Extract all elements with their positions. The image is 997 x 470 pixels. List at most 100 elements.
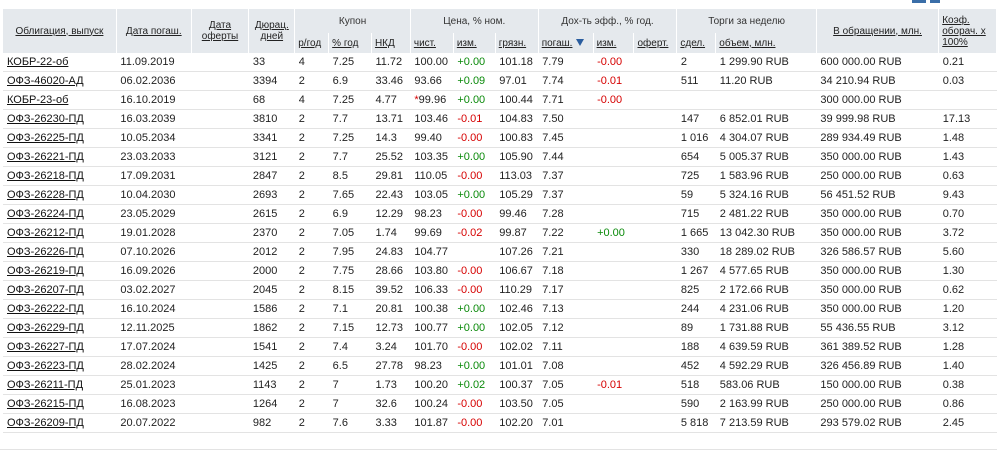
offer-date	[191, 337, 249, 357]
bond-link[interactable]: ОФЗ-26225-ПД	[7, 132, 84, 144]
bond-name-link[interactable]: ОФЗ-26212-ПД	[3, 223, 117, 243]
bond-name-link[interactable]: ОФЗ-26209-ПД	[3, 413, 117, 433]
bond-link[interactable]: ОФЗ-26207-ПД	[7, 284, 84, 296]
sort-link-yield-offer[interactable]: оферт.	[637, 37, 669, 49]
turnover-coef: 0.70	[938, 204, 997, 224]
bond-name-link[interactable]: ОФЗ-26230-ПД	[3, 109, 117, 129]
sort-link-clean-price[interactable]: чист.	[413, 37, 436, 49]
bond-link[interactable]: ОФЗ-26212-ПД	[7, 227, 84, 239]
bond-link[interactable]: ОФЗ-26229-ПД	[7, 322, 84, 334]
maturity-date: 10.04.2030	[116, 185, 192, 205]
bond-link[interactable]: ОФЗ-26230-ПД	[7, 113, 84, 125]
duration-days: 2693	[248, 185, 295, 205]
clean-price-value: 99.96	[418, 94, 447, 106]
bond-name-link[interactable]: КОБР-22-об	[3, 53, 117, 72]
col-header-offer-date[interactable]: Дата оферты	[191, 9, 250, 53]
yield-change: -0.00	[593, 90, 634, 110]
sort-link-yield-maturity[interactable]: погаш.	[541, 37, 573, 49]
col-header-bond[interactable]: Облигация, выпуск	[3, 9, 117, 53]
sort-link-turnover[interactable]: Коэф. оборач. x 100%	[942, 14, 986, 48]
col-header-deals[interactable]: сдел.	[676, 33, 717, 53]
table-row: ОФЗ-26221-ПД 23.03.2033 3121 2 7.7 25.52 103.3…	[3, 147, 997, 167]
bond-name-link[interactable]: ОФЗ-26228-ПД	[3, 185, 117, 205]
col-header-nkd[interactable]: НКД	[371, 33, 411, 53]
offer-date	[191, 394, 249, 414]
bond-name-link[interactable]: ОФЗ-26227-ПД	[3, 337, 117, 357]
bond-link[interactable]: ОФЗ-26219-ПД	[7, 265, 84, 277]
col-header-volume[interactable]: объем, млн.	[715, 33, 817, 53]
bond-name-link[interactable]: ОФЗ-26207-ПД	[3, 280, 117, 300]
sort-link-maturity[interactable]: Дата погаш.	[125, 25, 182, 37]
bond-link[interactable]: ОФЗ-26226-ПД	[7, 246, 84, 258]
nkd-value: 11.72	[371, 53, 411, 72]
duration-days: 3394	[248, 71, 295, 91]
bond-name-link[interactable]: ОФЗ-26224-ПД	[3, 204, 117, 224]
bond-link[interactable]: ОФЗ-26215-ПД	[7, 398, 84, 410]
sort-link-deals[interactable]: сдел.	[680, 37, 706, 49]
bond-link[interactable]: КОБР-22-об	[7, 56, 69, 68]
col-header-yield-offer[interactable]: оферт.	[633, 33, 678, 53]
col-header-price-change[interactable]: изм.	[453, 33, 496, 53]
maturity-date: 20.07.2022	[116, 413, 192, 433]
sort-link-offer-date[interactable]: Дата оферты	[201, 20, 239, 42]
outstanding-value: 350 000.00 RUB	[816, 223, 939, 243]
sort-link-volume[interactable]: объем, млн.	[719, 37, 776, 49]
col-header-dirty-price[interactable]: грязн.	[495, 33, 539, 53]
bond-name-link[interactable]: ОФЗ-26222-ПД	[3, 299, 117, 319]
bond-link[interactable]: КОБР-23-об	[7, 94, 69, 106]
nkd-value: 13.71	[371, 109, 411, 129]
bond-name-link[interactable]: ОФЗ-26211-ПД	[3, 375, 117, 395]
bond-link[interactable]: ОФЗ-26228-ПД	[7, 189, 84, 201]
deals-count: 715	[676, 204, 716, 224]
coupon-freq: 2	[294, 109, 329, 129]
bond-name-link[interactable]: ОФЗ-46020-АД	[3, 71, 117, 91]
sort-link-duration[interactable]: Дюрац. дней	[254, 20, 289, 42]
col-header-turnover[interactable]: Коэф. оборач. x 100%	[938, 9, 997, 53]
sort-link-coupon-freq[interactable]: р/год	[298, 37, 322, 49]
col-header-clean-price[interactable]: чист.	[410, 33, 454, 53]
col-header-yield-change[interactable]: изм.	[593, 33, 635, 53]
sort-link-price-change[interactable]: изм.	[456, 37, 477, 49]
col-header-yield-maturity[interactable]: погаш.	[538, 33, 594, 53]
col-header-outstanding[interactable]: В обращении, млн.	[816, 9, 940, 53]
bond-name-link[interactable]: ОФЗ-26226-ПД	[3, 242, 117, 262]
sort-link-dirty-price[interactable]: грязн.	[498, 37, 527, 49]
bond-link[interactable]: ОФЗ-26224-ПД	[7, 208, 84, 220]
table-row: ОФЗ-26219-ПД 16.09.2026 2000 2 7.75 28.66 103.…	[3, 261, 997, 281]
bond-link[interactable]: ОФЗ-26221-ПД	[7, 151, 84, 163]
bond-link[interactable]: ОФЗ-26222-ПД	[7, 303, 84, 315]
bond-link[interactable]: ОФЗ-26209-ПД	[7, 417, 84, 429]
col-header-maturity[interactable]: Дата погаш.	[116, 9, 192, 53]
bond-name-link[interactable]: ОФЗ-26215-ПД	[3, 394, 117, 414]
bond-link[interactable]: ОФЗ-26223-ПД	[7, 360, 84, 372]
volume-value: 6 852.01 RUB	[715, 109, 817, 129]
offer-date	[191, 166, 249, 186]
coupon-rate: 7.1	[328, 299, 372, 319]
bond-name-link[interactable]: ОФЗ-26218-ПД	[3, 166, 117, 186]
sort-link-bond[interactable]: Облигация, выпуск	[15, 25, 104, 37]
bond-name-link[interactable]: ОФЗ-26229-ПД	[3, 318, 117, 338]
dirty-price: 102.02	[495, 337, 539, 357]
yield-change: -0.01	[593, 71, 634, 91]
bond-name-link[interactable]: ОФЗ-26221-ПД	[3, 147, 117, 167]
outstanding-value: 250 000.00 RUB	[816, 394, 939, 414]
price-change: +0.00	[453, 90, 496, 110]
col-header-coupon-freq[interactable]: р/год	[294, 33, 330, 53]
bond-name-link[interactable]: ОФЗ-26223-ПД	[3, 356, 117, 376]
bond-link[interactable]: ОФЗ-26218-ПД	[7, 170, 84, 182]
sort-link-nkd[interactable]: НКД	[374, 37, 395, 49]
bond-link[interactable]: ОФЗ-26227-ПД	[7, 341, 84, 353]
col-header-duration[interactable]: Дюрац. дней	[248, 9, 296, 53]
coupon-freq: 2	[294, 166, 329, 186]
bond-name-link[interactable]: ОФЗ-26219-ПД	[3, 261, 117, 281]
col-header-coupon-rate[interactable]: % год	[328, 33, 372, 53]
sort-link-coupon-rate[interactable]: % год	[332, 37, 359, 49]
bond-link[interactable]: ОФЗ-46020-АД	[7, 75, 84, 87]
sort-link-yield-change[interactable]: изм.	[596, 37, 617, 49]
sort-link-outstanding[interactable]: В обращении, млн.	[833, 25, 922, 37]
bond-name-link[interactable]: ОФЗ-26225-ПД	[3, 128, 117, 148]
bond-link[interactable]: ОФЗ-26211-ПД	[7, 379, 84, 391]
bond-name-link[interactable]: КОБР-23-об	[3, 90, 117, 110]
price-change: -0.00	[453, 128, 496, 148]
turnover-coef: 1.30	[938, 261, 997, 281]
